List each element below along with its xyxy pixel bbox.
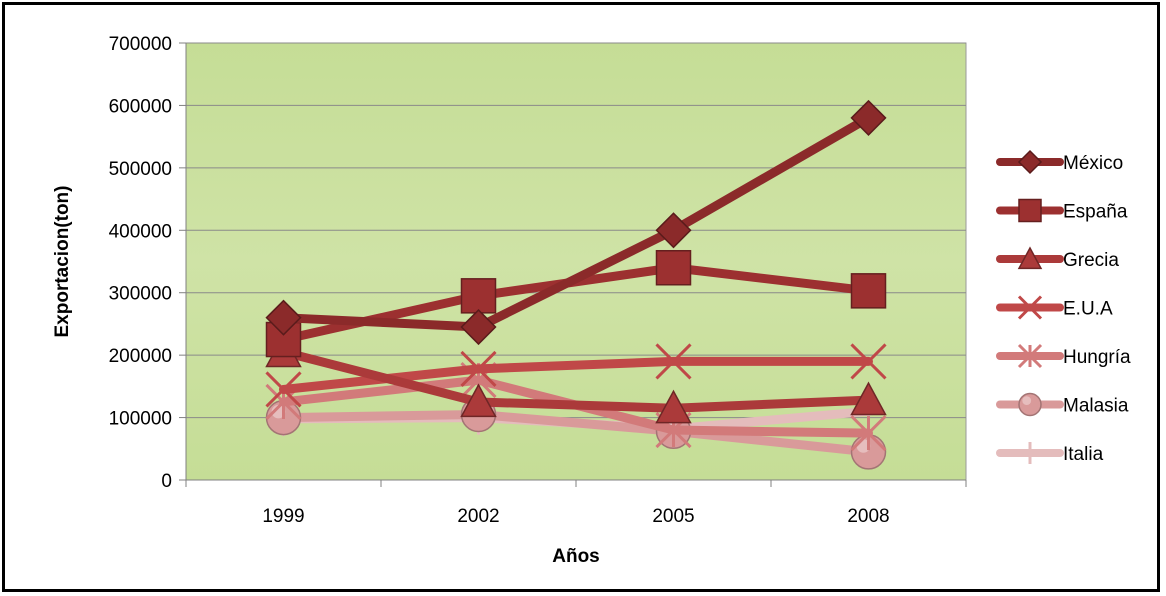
- y-tick-label: 200000: [109, 346, 172, 367]
- y-tick-label: 700000: [109, 34, 172, 55]
- legend: México España Grecia E.U.A Hungría Malasia Ita…: [996, 149, 1131, 465]
- y-tick-label: 300000: [109, 284, 172, 305]
- legend-label-m-xico: México: [1063, 153, 1123, 174]
- data-point-e-u-a: [265, 371, 302, 408]
- legend-label-espa-a: España: [1063, 202, 1128, 223]
- data-point-grecia: [850, 381, 887, 416]
- data-point-e-u-a: [460, 350, 497, 387]
- y-tick-label: 100000: [109, 409, 172, 430]
- data-point-espa-a: [850, 273, 887, 309]
- data-point-espa-a: [265, 321, 302, 358]
- legend-marker-malasia: [1018, 392, 1042, 417]
- legend-marker-hungr-a: [1017, 343, 1043, 369]
- x-tick-label: 1999: [262, 506, 304, 527]
- data-point-m-xico: [850, 99, 887, 136]
- y-tick-label: 0: [161, 471, 172, 492]
- x-tick-label: 2005: [652, 506, 694, 527]
- legend-entry-e-u-a: E.U.A: [996, 295, 1113, 320]
- data-point-espa-a: [655, 249, 692, 286]
- data-point-e-u-a: [655, 343, 692, 380]
- legend-marker-m-xico: [1017, 149, 1043, 175]
- legend-marker-malasia-highlight: [1022, 396, 1032, 406]
- legend-label-hungr-a: Hungría: [1063, 347, 1131, 368]
- legend-marker-grecia: [1017, 246, 1043, 270]
- x-axis-title: Años: [552, 546, 600, 567]
- legend-entry-hungr-a: Hungría: [996, 343, 1131, 369]
- data-point-m-xico: [655, 212, 692, 249]
- y-tick-label: 600000: [109, 96, 172, 117]
- data-point-e-u-a: [850, 343, 887, 380]
- legend-entry-italia: Italia: [996, 442, 1104, 465]
- data-point-grecia: [655, 389, 692, 424]
- y-axis-title: Exportacion(ton): [52, 186, 73, 338]
- series-line-m-xico: [279, 113, 873, 332]
- legend-entry-m-xico: México: [996, 149, 1123, 175]
- data-point-hungr-a: [850, 415, 887, 452]
- plot-area: [179, 42, 967, 487]
- series-m-xico: [265, 99, 887, 346]
- legend-label-italia: Italia: [1063, 444, 1104, 465]
- x-tick-label: 2002: [457, 506, 499, 527]
- legend-label-grecia: Grecia: [1063, 250, 1119, 271]
- data-point-m-xico: [460, 308, 497, 346]
- series-line-malasia: [279, 409, 873, 457]
- data-point-malasia-highlight: [271, 404, 286, 419]
- legend-entry-malasia: Malasia: [996, 392, 1129, 417]
- legend-marker-italia: [1019, 442, 1041, 464]
- legend-marker-espa-a: [1018, 198, 1042, 223]
- legend-entry-grecia: Grecia: [996, 246, 1119, 271]
- legend-entry-espa-a: España: [996, 198, 1128, 223]
- legend-label-e-u-a: E.U.A: [1063, 299, 1113, 320]
- legend-marker-e-u-a: [1017, 295, 1043, 320]
- y-tick-label: 400000: [109, 221, 172, 242]
- data-point-espa-a: [460, 278, 497, 314]
- x-tick-label: 2008: [847, 506, 889, 527]
- legend-label-malasia: Malasia: [1063, 396, 1129, 417]
- y-tick-label: 500000: [109, 159, 172, 180]
- series-line-grecia: [279, 347, 873, 413]
- data-point-grecia: [460, 383, 497, 418]
- data-point-m-xico: [265, 299, 302, 336]
